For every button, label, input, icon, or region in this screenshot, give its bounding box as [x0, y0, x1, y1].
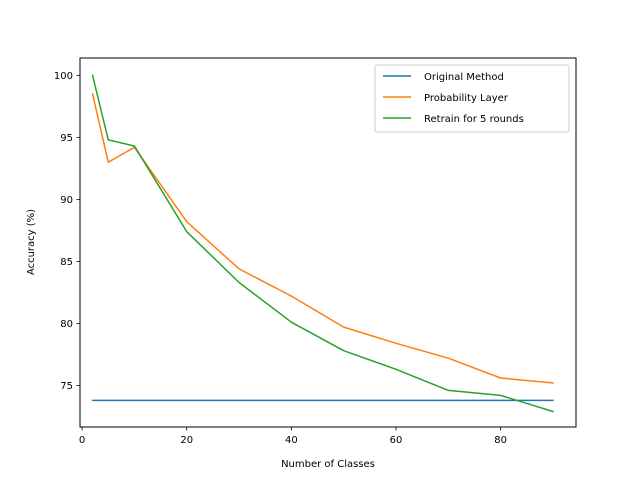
y-tick-label: 90	[60, 195, 73, 206]
x-tick-label: 20	[180, 435, 193, 446]
legend: Original Method Probability Layer Retrain …	[374, 64, 570, 133]
y-tick-label: 100	[54, 71, 73, 82]
series-line-3	[91, 74, 554, 413]
legend-box	[374, 64, 570, 133]
y-axis-ticks: 75 80 85 90 95 100	[54, 71, 80, 392]
y-tick-label: 75	[60, 381, 73, 392]
x-axis-label: Number of Classes	[281, 459, 375, 470]
x-tick-label: 0	[79, 435, 85, 446]
series-line-2	[91, 93, 554, 384]
y-tick-label: 95	[60, 133, 73, 144]
y-tick-label: 80	[60, 319, 73, 330]
series-layer	[91, 74, 554, 413]
legend-label-1: Original Method	[424, 72, 504, 83]
plot-frame	[79, 57, 577, 428]
x-axis-ticks: 0 20 40 60 80	[79, 427, 507, 446]
legend-label-3: Retrain for 5 rounds	[424, 114, 524, 125]
x-tick-label: 40	[285, 435, 298, 446]
y-axis-label: Accuracy (%)	[26, 209, 37, 275]
legend-label-2: Probability Layer	[424, 93, 509, 104]
x-tick-label: 60	[390, 435, 403, 446]
y-tick-label: 85	[60, 257, 73, 268]
x-tick-label: 80	[494, 435, 507, 446]
